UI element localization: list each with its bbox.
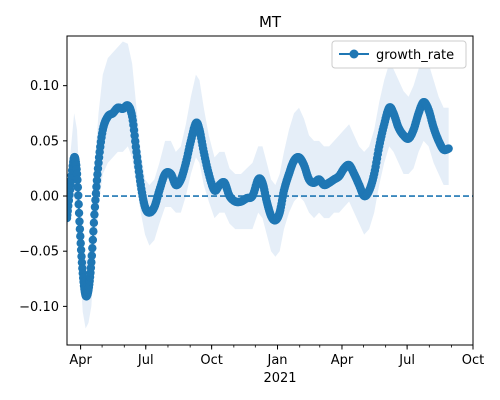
x-tick-label: Oct	[462, 353, 484, 368]
data-point-marker	[89, 227, 98, 236]
data-point-marker	[74, 200, 83, 209]
legend-swatch-marker	[349, 49, 359, 59]
legend: growth_rate	[331, 40, 467, 69]
data-point-marker	[74, 208, 84, 218]
data-point-marker	[75, 224, 85, 234]
data-point-marker	[87, 251, 97, 260]
data-point-marker	[91, 195, 100, 205]
data-point-marker	[444, 144, 453, 153]
plot-area	[66, 35, 474, 346]
data-point-marker	[90, 202, 100, 212]
data-point-marker	[76, 245, 86, 255]
data-point-marker	[74, 191, 83, 200]
data-point-marker	[76, 238, 85, 248]
data-point-marker	[88, 235, 98, 245]
data-point-marker	[92, 176, 102, 185]
x-tick-label: Apr	[69, 353, 92, 368]
y-tick-label: −0.05	[19, 245, 59, 260]
y-tick-label: −0.10	[19, 300, 59, 315]
x-tick-label: Apr	[331, 353, 354, 368]
x-tick-label: Jul	[398, 353, 415, 368]
x-tick-label: Jul	[137, 353, 154, 368]
data-point-marker	[75, 217, 84, 226]
legend-entry-growth-rate: growth_rate	[376, 48, 454, 63]
growth-rate-markers	[67, 98, 453, 301]
y-tick-label: 0.10	[30, 79, 59, 94]
data-point-marker	[89, 218, 99, 228]
y-tick-label: 0.00	[30, 190, 59, 205]
plot-frame	[66, 35, 474, 346]
data-point-marker	[72, 169, 82, 179]
legend-frame	[331, 40, 467, 69]
data-point-marker	[73, 183, 83, 192]
x-axis-year-label: 2021	[263, 371, 296, 386]
chart-title: MT	[259, 13, 282, 31]
axis-ticks: −0.10 −0.05 0.00 0.05 0.10 Apr Jul Oct Jan Apr Jul…	[19, 79, 484, 368]
data-point-marker	[92, 182, 101, 191]
data-point-marker	[91, 189, 101, 198]
data-point-marker	[77, 252, 86, 261]
data-point-marker	[87, 258, 96, 267]
data-point-marker	[76, 232, 85, 241]
x-tick-label: Oct	[200, 353, 222, 368]
data-point-marker	[88, 243, 97, 253]
data-point-marker	[73, 175, 82, 185]
data-point-marker	[90, 210, 99, 219]
y-tick-label: 0.05	[30, 134, 59, 149]
x-tick-label: Jan	[266, 353, 287, 368]
